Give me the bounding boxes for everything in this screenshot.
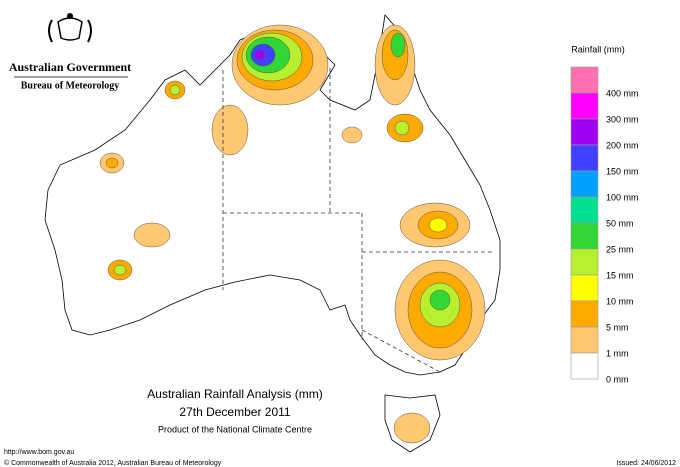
legend-swatch <box>570 274 599 302</box>
legend-label: 0 mm <box>606 374 629 384</box>
legend-swatch <box>570 352 599 380</box>
legend: 400 mm 300 mm 200 mm 150 mm 100 mm 50 mm 25 mm… <box>570 66 639 384</box>
legend-label: 5 mm <box>606 322 629 332</box>
map-title: Australian Rainfall Analysis (mm) <box>147 387 322 401</box>
map-subtitle: Product of the National Climate Centre <box>158 424 312 434</box>
legend-label: 10 mm <box>606 296 634 306</box>
legend-swatch <box>570 222 599 250</box>
legend-label: 50 mm <box>606 218 634 228</box>
government-name: Australian Government <box>9 60 131 74</box>
legend-swatch <box>570 326 599 354</box>
legend-title: Rainfall (mm) <box>571 44 625 54</box>
coat-of-arms <box>48 13 92 43</box>
legend-swatch <box>570 92 599 120</box>
rainfall-areas <box>99 24 486 444</box>
legend-label: 1 mm <box>606 348 629 358</box>
footer-copyright: © Commonwealth of Australia 2012, Austra… <box>4 459 222 467</box>
legend-label: 150 mm <box>606 166 639 176</box>
legend-swatch <box>570 248 599 276</box>
legend-label: 15 mm <box>606 270 634 280</box>
footer-issued: Issued: 24/06/2012 <box>616 460 676 467</box>
legend-label: 200 mm <box>606 140 639 150</box>
map-date: 27th December 2011 <box>179 405 291 419</box>
legend-swatch <box>570 118 599 146</box>
legend-swatch <box>570 66 599 94</box>
footer-url: http://www.bom.gov.au <box>4 449 74 456</box>
legend-swatch <box>570 170 599 198</box>
agency-name: Bureau of Meteorology <box>21 80 120 91</box>
legend-swatch <box>570 196 599 224</box>
legend-label: 400 mm <box>606 88 639 98</box>
legend-label: 100 mm <box>606 192 639 202</box>
legend-label: 300 mm <box>606 114 639 124</box>
legend-swatch <box>570 300 599 328</box>
australia-map <box>44 14 501 453</box>
legend-label: 25 mm <box>606 244 634 254</box>
legend-swatch <box>570 144 599 172</box>
